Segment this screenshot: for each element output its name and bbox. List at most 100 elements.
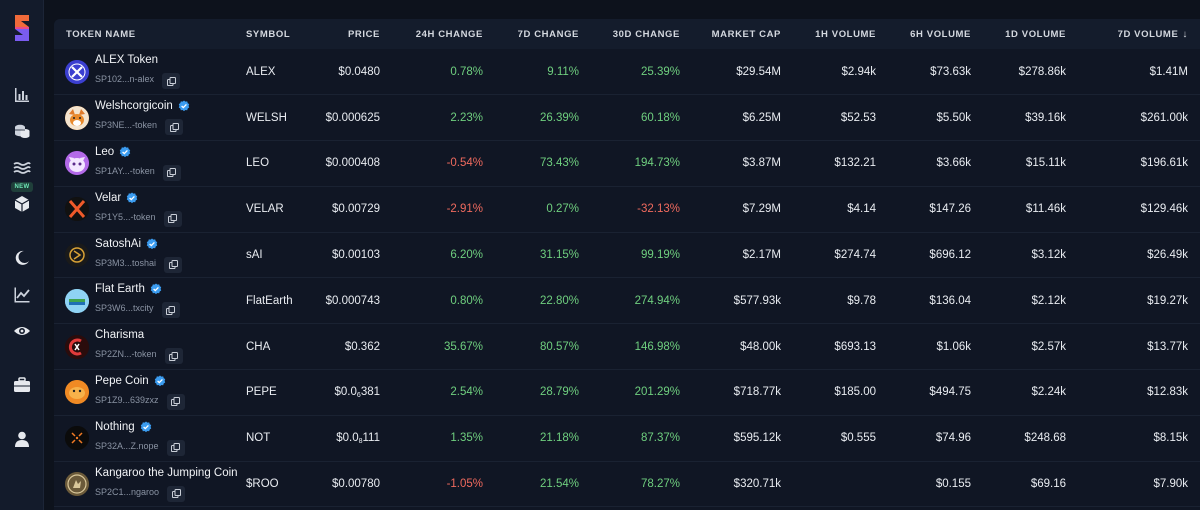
col-header-6h-volume[interactable]: 6H VOLUME — [910, 28, 971, 40]
table-row[interactable]: Velar SP1Y5...-token VELAR $0.00729 -2.9… — [54, 186, 1200, 233]
copy-address-button[interactable] — [162, 164, 181, 181]
col-header-symbol[interactable]: SYMBOL — [246, 28, 291, 40]
table-row[interactable]: Kangaroo the Jumping Coin SP2C1...ngaroo… — [54, 461, 1200, 507]
token-logo-icon — [65, 105, 89, 130]
token-cell[interactable]: Velar SP1Y5...-token — [54, 186, 234, 232]
col-header-24h-change[interactable]: 24H CHANGE — [415, 28, 483, 40]
bar-chart-icon[interactable] — [11, 84, 33, 106]
col-header-30d-change[interactable]: 30D CHANGE — [612, 28, 680, 40]
col-header-token-name[interactable]: TOKEN NAME — [66, 28, 136, 40]
price-tail: 111 — [362, 431, 380, 444]
copy-address-button[interactable] — [164, 348, 183, 365]
market-cap: $2.17M — [742, 249, 781, 262]
token-cell[interactable]: SatoshAi SP3M3...toshai — [54, 232, 234, 278]
token-cell[interactable]: Welshcorgicoin SP3NE...-token — [54, 95, 234, 141]
coins-stack-icon[interactable] — [11, 120, 33, 142]
copy-address-button[interactable] — [164, 256, 183, 273]
token-name[interactable]: Kangaroo the Jumping Coin — [95, 466, 238, 479]
token-address: SP1Z9...639zxz — [95, 394, 159, 405]
price-value: $0.00103 — [332, 249, 380, 262]
price-tail: 381 — [360, 385, 380, 398]
copy-address-button[interactable] — [163, 210, 182, 227]
token-name[interactable]: Flat Earth — [95, 283, 145, 296]
token-cell[interactable]: Pepe Coin SP1Z9...639zxz — [54, 370, 234, 416]
token-address: SP2C1...ngaroo — [95, 486, 160, 497]
token-name[interactable]: Pepe Coin — [95, 374, 149, 387]
change-30d: 194.73% — [634, 157, 680, 170]
price-value: $0.00780 — [332, 478, 380, 491]
change-24h: 2.23% — [450, 111, 483, 124]
change-24h: -0.54% — [446, 157, 483, 170]
token-cell[interactable]: Charisma SP2ZN...-token — [54, 324, 234, 370]
copy-address-button[interactable] — [166, 393, 185, 410]
token-price: $0.08111 — [316, 415, 392, 461]
table-row[interactable]: Welshcorgicoin SP3NE...-token WELSH $0.0… — [54, 95, 1200, 141]
briefcase-icon[interactable] — [11, 374, 33, 396]
token-symbol: VELAR — [246, 203, 284, 216]
market-cap: $7.29M — [742, 203, 781, 216]
token-cell[interactable]: Nothing SP32A...Z.nope — [54, 415, 234, 461]
token-name[interactable]: ALEX Token — [95, 54, 159, 67]
volume-1h: $9.78 — [847, 294, 876, 307]
volume-7d: $196.61k — [1140, 157, 1188, 170]
table-row[interactable]: Charisma SP2ZN...-token CHA $0.362 35.67… — [54, 324, 1200, 370]
token-price: $0.362 — [316, 324, 392, 370]
volume-7d: $7.90k — [1153, 478, 1188, 491]
table-header-row: TOKEN NAME SYMBOL PRICE 24H CHANGE 7D CH… — [54, 19, 1200, 49]
verified-badge-icon — [178, 100, 190, 112]
table-row[interactable]: Leo SP1AY...-token LEO $0.000408 -0.54% … — [54, 141, 1200, 187]
token-price: $0.00729 — [316, 186, 392, 232]
token-name[interactable]: SatoshAi — [95, 237, 142, 250]
copy-address-button[interactable] — [167, 485, 186, 502]
copy-address-button[interactable] — [162, 73, 181, 90]
token-name[interactable]: Nothing — [95, 420, 135, 433]
eye-icon[interactable] — [11, 320, 33, 342]
user-icon[interactable] — [11, 428, 33, 450]
token-cell[interactable]: Flat Earth SP3W6...txcity — [54, 278, 234, 324]
volume-7d: $261.00k — [1140, 111, 1188, 124]
moon-icon[interactable] — [11, 247, 33, 269]
change-30d: -32.13% — [637, 203, 680, 216]
volume-6h: $0.155 — [935, 478, 971, 491]
col-header-7d-volume-label: 7D VOLUME — [1117, 28, 1179, 40]
trending-chart-icon[interactable] — [11, 284, 33, 306]
volume-1h: $52.53 — [840, 111, 876, 124]
price-main: $0.0 — [334, 385, 357, 398]
token-name[interactable]: Leo — [95, 145, 115, 158]
change-24h: 0.78% — [450, 65, 483, 78]
col-header-1h-volume[interactable]: 1H VOLUME — [815, 28, 876, 40]
token-address: SP1AY...-token — [95, 165, 155, 176]
price-value: $0.000743 — [325, 294, 380, 307]
waves-icon[interactable] — [11, 157, 33, 179]
col-header-7d-change[interactable]: 7D CHANGE — [517, 28, 579, 40]
copy-address-button[interactable] — [161, 302, 180, 319]
copy-address-button[interactable] — [166, 439, 185, 456]
table-row[interactable]: Pepe Coin SP1Z9...639zxz PEPE $0.06381 2… — [54, 370, 1200, 416]
token-name[interactable]: Welshcorgicoin — [95, 100, 173, 113]
token-name[interactable]: Velar — [95, 191, 122, 204]
col-header-price[interactable]: PRICE — [347, 28, 380, 40]
col-header-7d-volume[interactable]: 7D VOLUME ↓ — [1078, 19, 1200, 49]
copy-address-button[interactable] — [165, 119, 184, 136]
cube-icon[interactable] — [11, 193, 33, 215]
token-name[interactable]: Charisma — [95, 329, 145, 342]
token-table-container: TOKEN NAME SYMBOL PRICE 24H CHANGE 7D CH… — [54, 19, 1200, 510]
token-address: SP2ZN...-token — [95, 349, 157, 360]
col-header-1d-volume[interactable]: 1D VOLUME — [1005, 28, 1066, 40]
market-cap: $6.25M — [742, 111, 781, 124]
table-row[interactable]: Nothing SP32A...Z.nope NOT $0.08111 1.35… — [54, 415, 1200, 462]
change-7d: 26.39% — [539, 111, 579, 124]
token-cell[interactable]: Leo SP1AY...-token — [54, 141, 234, 187]
token-cell[interactable]: Kangaroo the Jumping Coin SP2C1...ngaroo — [54, 461, 238, 507]
token-symbol: WELSH — [246, 111, 287, 124]
table-row[interactable]: ALEX Token SP102...n-alex ALEX $0.0480 0… — [54, 49, 1200, 95]
change-7d: 28.79% — [539, 386, 579, 399]
app-logo[interactable] — [9, 12, 35, 44]
table-row[interactable]: Flat Earth SP3W6...txcity FlatEarth $0.0… — [54, 278, 1200, 324]
token-address: SP102...n-alex — [95, 74, 155, 85]
col-header-market-cap[interactable]: MARKET CAP — [711, 28, 781, 40]
volume-6h: $3.66k — [936, 157, 971, 170]
table-row[interactable]: SatoshAi SP3M3...toshai sAI $0.00103 6.2… — [54, 232, 1200, 278]
change-30d: 78.27% — [640, 478, 680, 491]
token-cell[interactable]: ALEX Token SP102...n-alex — [54, 49, 234, 95]
